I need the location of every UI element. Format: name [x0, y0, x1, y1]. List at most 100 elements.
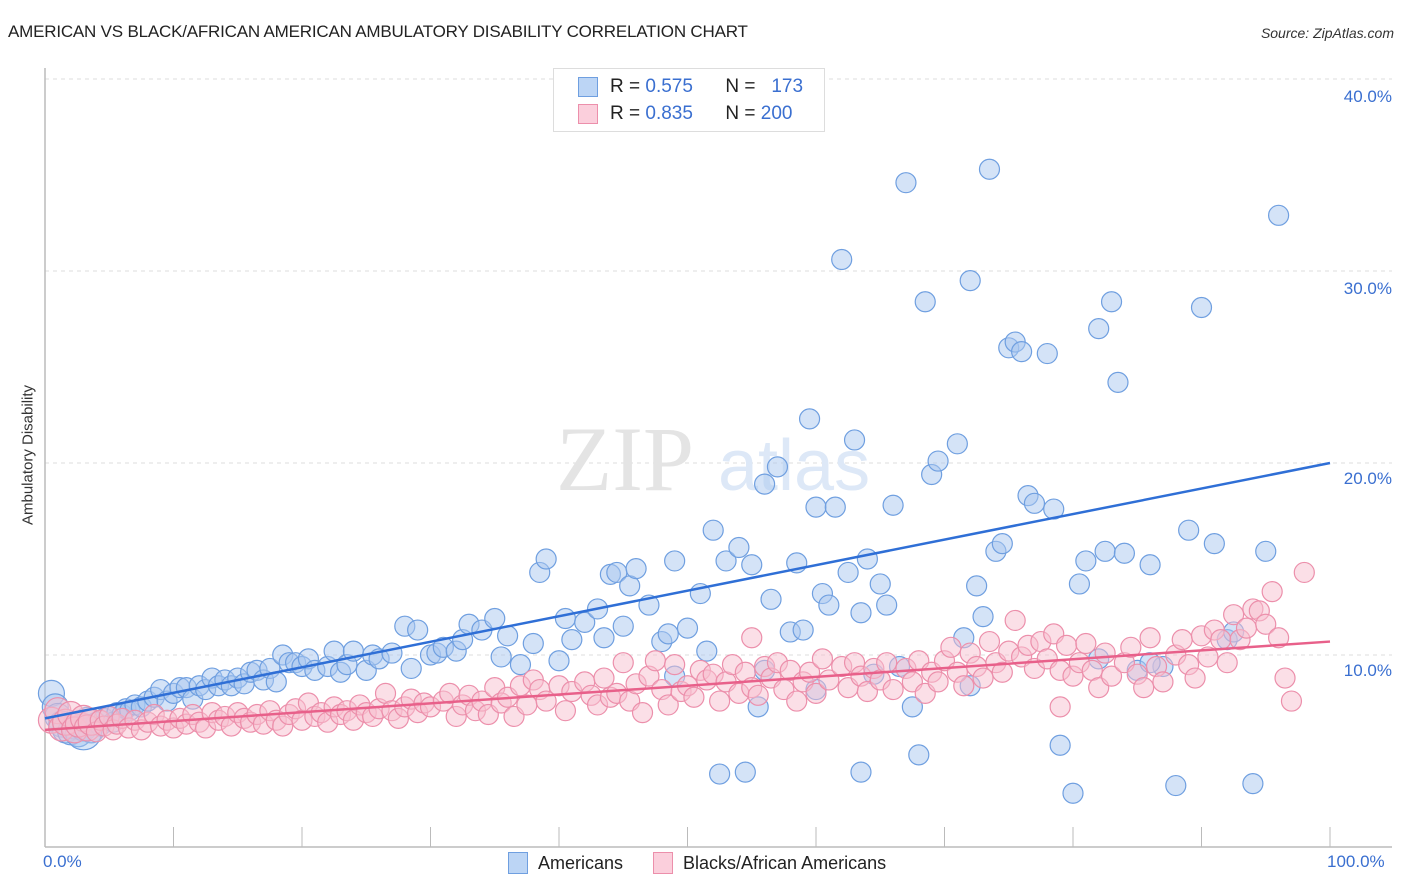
- y-axis-label: Ambulatory Disability: [19, 384, 37, 526]
- data-point: [535, 548, 557, 570]
- data-point: [927, 671, 949, 693]
- data-point: [1094, 642, 1116, 664]
- watermark-zip: ZIP: [556, 408, 694, 510]
- data-point: [593, 667, 615, 689]
- data-point: [1255, 613, 1277, 635]
- data-point: [978, 630, 1001, 653]
- data-point: [1049, 696, 1071, 718]
- bottom-legend-blacks[interactable]: Blacks/African Americans: [653, 852, 886, 874]
- data-point: [644, 650, 666, 672]
- bottom-legend-swatch-americans: [508, 852, 528, 874]
- data-point: [1210, 629, 1232, 651]
- gridlines: [45, 78, 1392, 656]
- data-point: [895, 172, 917, 194]
- data-point: [715, 550, 737, 572]
- data-point: [1267, 204, 1290, 226]
- data-point: [1062, 782, 1084, 804]
- legend-n-label: N =: [725, 103, 756, 124]
- data-point: [561, 629, 583, 651]
- data-point: [548, 650, 570, 672]
- data-point: [972, 667, 994, 689]
- data-point: [966, 575, 988, 597]
- data-point: [818, 594, 840, 616]
- data-point: [1004, 609, 1026, 632]
- data-point: [1120, 636, 1142, 658]
- bottom-legend-label: Blacks/African Americans: [683, 852, 887, 873]
- legend-n-label: N =: [725, 76, 756, 97]
- data-point: [1139, 554, 1161, 576]
- data-point: [901, 696, 923, 718]
- data-point: [696, 640, 718, 662]
- y-tick-label: 40.0%: [1343, 87, 1392, 106]
- data-point: [1075, 632, 1097, 655]
- legend-swatch-blacks: [578, 104, 598, 124]
- legend-r-value: 0.575: [645, 76, 693, 97]
- data-point: [760, 588, 782, 610]
- data-point: [1152, 671, 1174, 693]
- data-point: [882, 494, 904, 516]
- data-point: [914, 291, 936, 313]
- data-point: [1165, 774, 1187, 797]
- legend-swatch-americans: [578, 77, 598, 97]
- data-point: [1255, 540, 1277, 562]
- data-point: [798, 408, 821, 430]
- series-blacks-points: [37, 561, 1315, 744]
- data-point: [850, 761, 872, 783]
- legend-box: R = 0.575 N = 173 R = 0.835 N = 200: [553, 68, 825, 132]
- data-point: [856, 548, 879, 570]
- data-point: [484, 607, 506, 630]
- data-point: [1267, 627, 1290, 649]
- data-point: [908, 744, 930, 766]
- data-point: [876, 652, 898, 674]
- legend-r-value: 0.835: [645, 103, 693, 124]
- data-point: [522, 632, 544, 655]
- data-point: [837, 561, 859, 584]
- data-point: [1261, 581, 1283, 603]
- data-point: [381, 642, 403, 664]
- data-point: [1055, 634, 1078, 657]
- data-point: [709, 690, 731, 712]
- data-point: [940, 636, 962, 658]
- data-point: [1190, 296, 1213, 319]
- data-point: [664, 550, 686, 572]
- data-point: [869, 573, 891, 595]
- data-point: [1274, 667, 1296, 689]
- data-point: [1010, 341, 1033, 363]
- data-point: [978, 158, 1001, 180]
- data-point: [811, 648, 834, 670]
- data-point: [972, 605, 994, 628]
- y-tick-label: 10.0%: [1343, 661, 1392, 680]
- data-point: [1139, 627, 1161, 649]
- chart-title: AMERICAN VS BLACK/AFRICAN AMERICAN AMBUL…: [8, 22, 748, 41]
- data-point: [664, 653, 686, 676]
- data-point: [1184, 667, 1206, 689]
- data-point: [1235, 617, 1258, 639]
- data-point: [1113, 542, 1136, 564]
- data-point: [1242, 773, 1264, 795]
- data-point: [843, 429, 866, 451]
- bottom-legend-americans[interactable]: Americans: [508, 852, 623, 874]
- data-point: [805, 682, 827, 705]
- trend-line: [44, 640, 1331, 732]
- legend-n-value: 173: [771, 76, 804, 97]
- bottom-legend-swatch-blacks: [653, 852, 674, 874]
- data-point: [1094, 540, 1116, 562]
- data-point: [1036, 342, 1058, 365]
- data-point: [1068, 573, 1091, 595]
- data-point: [676, 617, 699, 639]
- data-point: [1100, 665, 1123, 687]
- data-point: [831, 248, 853, 271]
- x-tick-label: 100.0%: [1327, 852, 1385, 871]
- data-point: [1203, 533, 1225, 555]
- data-point: [1178, 519, 1200, 541]
- data-point: [625, 557, 647, 580]
- data-point: [1100, 291, 1123, 313]
- data-point: [509, 653, 532, 676]
- data-point: [753, 473, 776, 495]
- y-tick-label: 30.0%: [1343, 279, 1392, 298]
- data-point: [946, 433, 968, 455]
- data-point: [1075, 550, 1097, 572]
- data-point: [792, 619, 814, 641]
- data-point: [741, 627, 763, 649]
